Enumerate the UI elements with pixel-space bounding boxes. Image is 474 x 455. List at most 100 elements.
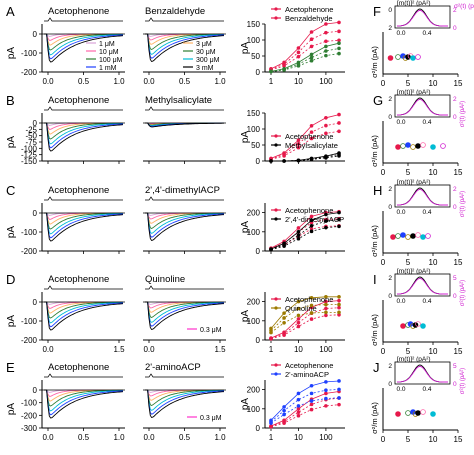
dose-point — [269, 69, 273, 74]
dose-y-tick-label: 100 — [247, 405, 261, 414]
odorant-label-a-2: Benzaldehyde — [145, 6, 205, 17]
dose-point — [337, 38, 341, 43]
dose-curve — [271, 152, 340, 162]
legend-label: 0.3 μM — [200, 415, 222, 422]
var-y-axis-label: σ²/m (pA) — [370, 46, 379, 78]
var-point — [395, 54, 401, 60]
dose-x-tick-label: 10 — [294, 433, 303, 442]
inset-variance-curve — [396, 188, 448, 206]
dose-point — [324, 396, 328, 401]
inset-right-tick-label: 0 — [453, 381, 457, 388]
dose-y-tick-label: 0 — [256, 247, 261, 256]
dose-point — [309, 229, 314, 234]
trace-left — [44, 212, 123, 235]
y-tick-label: -100 — [21, 317, 38, 326]
trace-right — [145, 301, 224, 327]
var-point — [430, 411, 436, 417]
dose-curve — [270, 219, 340, 250]
inset-y-tick-label: 0 — [388, 7, 392, 14]
y-tick-label: -100 — [21, 228, 38, 237]
inset-x-tick-label: 0.4 — [422, 30, 431, 37]
inset-x-tick-label: 0.0 — [396, 298, 405, 305]
x-tick-label: 0.0 — [42, 433, 54, 442]
dose-point — [337, 46, 341, 51]
trace-left — [44, 389, 123, 412]
inset-y-tick-label: 2 — [388, 363, 392, 370]
var-point — [410, 144, 416, 150]
inset-y-tick-label: 2 — [388, 96, 392, 103]
dose-curve — [270, 304, 339, 331]
x-tick-label: 1.0 — [113, 77, 125, 86]
dose-curve — [271, 155, 340, 162]
trace-right — [145, 212, 224, 238]
dose-point — [296, 158, 301, 163]
stimulus-mark — [44, 196, 123, 201]
dose-point — [296, 391, 301, 396]
dose-point — [324, 219, 328, 223]
odorant-label-b-2: Methylsalicylate — [145, 95, 212, 106]
var-point — [440, 143, 446, 149]
dose-legend-marker — [274, 363, 278, 367]
dose-point — [324, 44, 328, 49]
y-axis-label: pA — [6, 403, 17, 416]
x-tick-label: 1.5 — [113, 345, 125, 354]
dose-point — [324, 295, 328, 299]
var-x-tick-label: 10 — [429, 347, 438, 356]
odorant-label-b-1: Acetophenone — [48, 95, 109, 106]
var-point — [390, 234, 396, 240]
stimulus-mark — [145, 106, 224, 111]
dose-point — [309, 303, 314, 308]
dose-point — [337, 402, 341, 407]
dose-point — [282, 244, 286, 248]
trace-left — [44, 122, 123, 145]
x-tick-label: 0.5 — [78, 433, 90, 442]
legend-label: 300 μM — [196, 57, 220, 64]
var-x-tick-label: 10 — [429, 79, 438, 88]
dose-point — [296, 313, 301, 318]
dose-point — [324, 123, 328, 128]
dose-y-tick-label: 0 — [256, 157, 261, 166]
dose-curve — [270, 296, 339, 329]
stimulus-mark — [145, 373, 224, 378]
panel-letter-e: E — [6, 360, 15, 375]
var-x-tick-label: 10 — [429, 435, 438, 444]
inset-y-tick-label: 0 — [388, 381, 392, 388]
inset-frame — [394, 94, 451, 118]
dose-y-axis-label: pA — [240, 42, 251, 55]
dose-curve — [270, 300, 340, 339]
dose-y-axis-label: pA — [240, 398, 251, 411]
inset-y-tick-label: 0 — [388, 114, 392, 121]
inset-variance-curve — [396, 365, 448, 383]
dose-point — [296, 226, 301, 230]
stimulus-mark — [145, 196, 224, 201]
inset-right-tick-label: 2 — [453, 186, 457, 193]
dose-point — [296, 145, 301, 150]
dose-point — [337, 154, 341, 158]
inset-right-tick-label: 5 — [453, 363, 457, 370]
dose-point — [296, 138, 301, 142]
var-point — [395, 233, 401, 239]
odorant-label-e-1: Acetophenone — [48, 362, 109, 373]
y-tick-label: -200 — [21, 68, 38, 77]
var-x-tick-label: 5 — [406, 258, 411, 267]
y-axis-label: pA — [6, 47, 17, 60]
var-point — [400, 232, 406, 238]
dose-legend-label: Acetophenone — [285, 132, 333, 141]
dose-point — [309, 224, 314, 228]
y-tick-label: 0 — [33, 119, 38, 128]
dose-y-tick-label: 200 — [247, 298, 261, 307]
trace-right — [145, 33, 224, 55]
dose-point — [309, 136, 314, 141]
dose-point — [269, 336, 273, 341]
odorant-label-e-2: 2'-aminoACP — [145, 362, 201, 373]
var-point — [400, 143, 406, 149]
var-x-tick-label: 15 — [454, 258, 463, 267]
dose-point — [324, 391, 328, 396]
var-point — [415, 410, 421, 416]
trace-right — [145, 33, 224, 63]
y-tick-label: 0 — [33, 30, 38, 39]
dose-point — [309, 58, 314, 63]
trace-left — [44, 389, 124, 419]
x-tick-label: 0.5 — [179, 77, 191, 86]
dose-curve — [270, 42, 340, 72]
